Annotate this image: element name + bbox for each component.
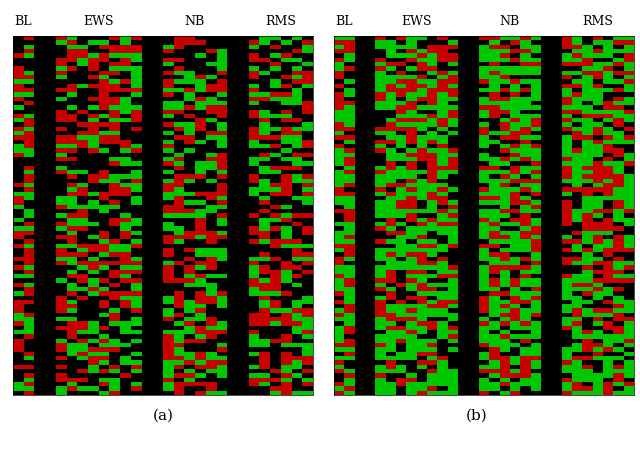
Text: (b): (b): [466, 409, 488, 423]
Text: BL: BL: [335, 15, 353, 28]
Text: EWS: EWS: [401, 15, 431, 28]
Text: EWS: EWS: [83, 15, 114, 28]
Text: BL: BL: [15, 15, 32, 28]
Text: RMS: RMS: [582, 15, 613, 28]
Text: (a): (a): [153, 409, 173, 423]
Text: NB: NB: [499, 15, 520, 28]
Text: RMS: RMS: [265, 15, 296, 28]
Text: NB: NB: [185, 15, 205, 28]
